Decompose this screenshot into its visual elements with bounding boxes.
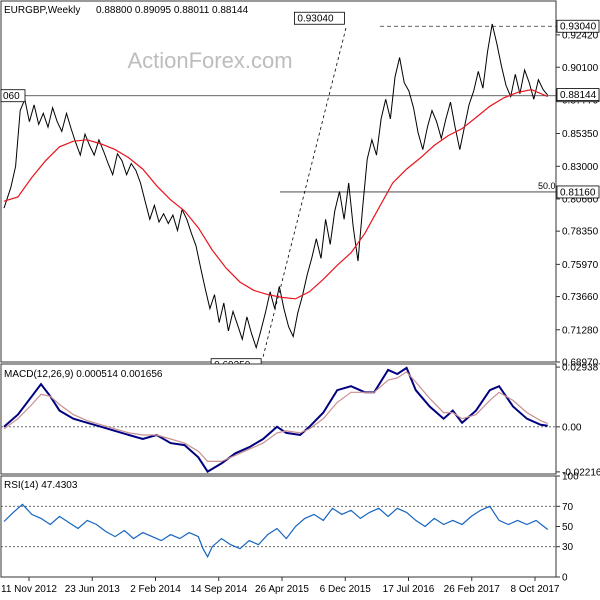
level-label-box: [556, 185, 600, 199]
trendline-group: [262, 26, 347, 357]
horizontal-levels: [1, 25, 556, 193]
fib-label: 50.0: [538, 181, 556, 191]
price-tick-label: 0.92420: [562, 30, 599, 41]
rsi-tick-label: 70: [562, 502, 574, 513]
x-tick-label: 26 Apr 2015: [255, 584, 309, 595]
x-tick-label: 14 Sep 2014: [190, 584, 247, 595]
price-tick-label: 0.73660: [562, 292, 599, 303]
rsi-title: RSI(14) 47.4303: [4, 480, 78, 491]
extreme-label-box: [294, 11, 345, 25]
left-level-label: 060: [3, 91, 20, 102]
current-price-label: 0.88144: [560, 90, 597, 101]
rsi-tick-label: 100: [562, 472, 579, 483]
price-tick-label: 0.75970: [562, 260, 599, 271]
x-tick-label: 26 Feb 2017: [444, 584, 501, 595]
rsi-y-axis: 100 70 50 30 0: [556, 472, 579, 584]
macd-title: MACD(12,26,9) 0.000514 0.001656: [4, 369, 163, 380]
price-tick-label: 0.68970: [562, 358, 599, 369]
price-tick-label: 0.71280: [562, 325, 599, 336]
price-price-line: [3, 23, 549, 350]
level-label: 0.81160: [560, 187, 596, 198]
x-tick-label: 17 Jul 2016: [383, 584, 435, 595]
macd-series-group: [1, 366, 556, 473]
extreme-label: 0.93040: [297, 14, 334, 25]
macd-signal-line: [3, 371, 548, 462]
level-label-box: [556, 19, 600, 33]
level-label: 0.93040: [560, 22, 597, 33]
macd-tick-label: 0.029387: [562, 363, 600, 374]
watermark: ActionForex.com: [127, 48, 292, 73]
macd-macd-line: [3, 366, 548, 473]
rsi-tick-label: 0: [562, 573, 568, 584]
price-tick-label: 0.83000: [562, 162, 599, 173]
macd-tick-label: -0.022161: [562, 467, 600, 478]
rsi-rsi-line: [3, 503, 549, 559]
rsi-panel: RSI(14) 47.4303 100 70 50 30 0: [0, 472, 579, 584]
time-x-axis: 11 Nov 2012 23 Jun 2013 2 Feb 2014 14 Sep 2…: [1, 577, 560, 595]
price-tick-label: 0.80660: [562, 194, 599, 205]
macd-tick-label: 0.00: [562, 422, 582, 433]
x-tick-label: 11 Nov 2012: [1, 584, 57, 595]
rsi-tick-label: 50: [562, 522, 574, 533]
price-tick-label: 0.90100: [562, 63, 599, 74]
left-level-box: [0, 89, 26, 103]
x-tick-label: 23 Jun 2013: [65, 584, 120, 595]
price-moving_average-line: [3, 88, 548, 300]
current-price-box: [556, 88, 600, 101]
price-tick-label: 0.78350: [562, 227, 599, 238]
rsi-series-group: [1, 503, 556, 559]
price-panel: ActionForex.com EURGBP,Weekly 0.88800 0.…: [0, 0, 600, 371]
price-tick-label: 0.85350: [562, 129, 599, 140]
dashed-trendline: [262, 26, 347, 357]
price-series-group: [3, 23, 549, 350]
ohlc-readout: 0.88800 0.89095 0.88011 0.88144: [96, 5, 249, 16]
macd-panel: MACD(12,26,9) 0.000514 0.001656 0.029387…: [0, 363, 600, 478]
x-tick-label: 8 Oct 2017: [511, 584, 560, 595]
x-tick-label: 6 Dec 2015: [320, 584, 372, 595]
rsi-tick-label: 30: [562, 542, 574, 553]
chart-title: EURGBP,Weekly: [4, 5, 80, 16]
macd-y-axis: 0.029387 0.00 -0.022161: [556, 363, 600, 478]
x-tick-label: 2 Feb 2014: [130, 584, 181, 595]
